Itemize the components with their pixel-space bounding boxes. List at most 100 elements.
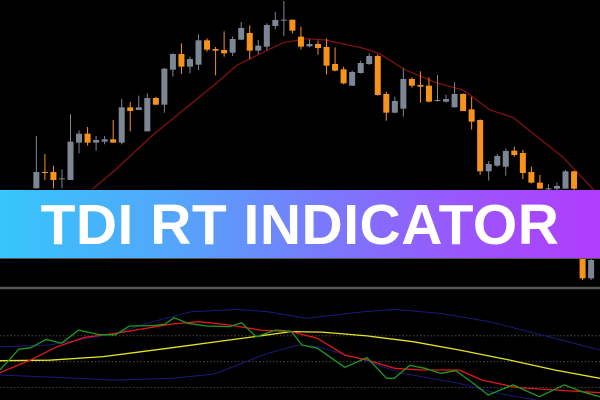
bearish-candle: [50, 165, 57, 189]
candle-body: [306, 44, 313, 47]
candle-body: [246, 33, 253, 51]
bearish-candle: [468, 97, 475, 130]
bullish-candle: [545, 184, 552, 190]
tdi-volatility-upper-line: [0, 308, 600, 351]
candle-body: [144, 98, 151, 132]
candle-body: [178, 54, 185, 67]
bearish-candle: [417, 71, 424, 103]
bearish-candle: [110, 120, 117, 143]
candle-body: [76, 133, 83, 143]
bullish-candle: [144, 93, 151, 132]
candle-body: [280, 19, 287, 21]
tdi-market-base-line: [0, 330, 600, 379]
bearish-candle: [178, 43, 185, 74]
candle-body: [425, 85, 432, 102]
candle-body: [263, 25, 270, 47]
bullish-candle: [306, 39, 313, 48]
bearish-candle: [528, 166, 535, 184]
candle-body: [340, 69, 347, 84]
candle-body: [84, 133, 91, 143]
banner-title: TDI RT INDICATOR: [40, 192, 560, 257]
bullish-candle: [451, 82, 458, 108]
candle-body: [195, 40, 202, 65]
bearish-candle: [297, 26, 304, 50]
bearish-candle: [536, 175, 543, 189]
candle-body: [511, 150, 518, 155]
candle-body: [101, 139, 108, 142]
bullish-candle: [400, 68, 407, 117]
candle-body: [229, 39, 236, 53]
candle-body: [485, 164, 492, 172]
bearish-candle: [579, 256, 586, 280]
bullish-candle: [169, 53, 176, 77]
tdi-price-line-line: [0, 317, 600, 398]
candle-body: [366, 56, 373, 64]
candle-body: [357, 63, 364, 73]
candle-body: [255, 45, 262, 51]
bearish-candle: [383, 91, 390, 121]
bullish-candle: [195, 34, 202, 70]
candle-body: [50, 172, 57, 180]
candle-body: [289, 19, 296, 31]
candle-body: [477, 120, 484, 172]
bearish-candle: [152, 96, 159, 106]
bullish-candle: [494, 154, 501, 167]
candle-body: [434, 100, 441, 101]
bullish-candle: [562, 170, 569, 189]
candle-body: [468, 109, 475, 122]
candle-body: [417, 85, 424, 87]
candle-body: [519, 153, 526, 173]
title-banner: TDI RT INDICATOR: [0, 190, 600, 258]
bullish-candle: [391, 96, 398, 114]
candle-body: [571, 171, 578, 189]
bullish-candle: [280, 1, 287, 36]
bearish-candle: [425, 77, 432, 103]
bearish-candle: [332, 47, 339, 72]
bullish-candle: [349, 70, 356, 86]
candle-body: [221, 50, 228, 54]
bearish-candle: [41, 154, 48, 180]
bearish-candle: [519, 150, 526, 179]
bullish-candle: [255, 40, 262, 54]
bearish-candle: [221, 31, 228, 57]
candle-body: [110, 139, 117, 143]
candle-body: [315, 44, 322, 48]
candle-body: [502, 151, 509, 167]
candle-body: [93, 140, 100, 143]
bullish-candle: [272, 12, 279, 30]
candle-body: [67, 141, 74, 180]
bearish-candle: [212, 47, 219, 76]
bullish-candle: [238, 22, 245, 40]
candle-body: [451, 94, 458, 108]
bullish-candle: [366, 53, 373, 65]
bearish-candle: [246, 25, 253, 60]
candle-body: [562, 171, 569, 189]
bearish-candle: [315, 40, 322, 55]
candle-body: [212, 49, 219, 51]
bullish-candle: [485, 161, 492, 181]
tdi-volatility-lower-line: [0, 344, 537, 400]
candle-body: [204, 40, 211, 50]
bearish-candle: [323, 38, 330, 75]
candle-body: [383, 94, 390, 113]
candle-body: [238, 28, 245, 40]
candle-body: [323, 47, 330, 66]
bullish-candle: [76, 130, 83, 154]
candle-body: [272, 20, 279, 26]
candle-body: [152, 98, 159, 105]
candle-body: [400, 79, 407, 109]
tdi-indicator-panel: [0, 308, 600, 400]
bullish-candle: [443, 94, 450, 103]
candle-body: [349, 72, 356, 86]
bearish-candle: [204, 38, 211, 52]
candle-body: [186, 59, 193, 67]
candle-body: [118, 107, 125, 143]
candle-body: [41, 172, 48, 173]
candle-body: [169, 54, 176, 70]
candle-body: [536, 182, 543, 189]
bullish-candle: [502, 148, 509, 176]
bullish-candle: [263, 23, 270, 50]
candle-body: [588, 260, 595, 279]
